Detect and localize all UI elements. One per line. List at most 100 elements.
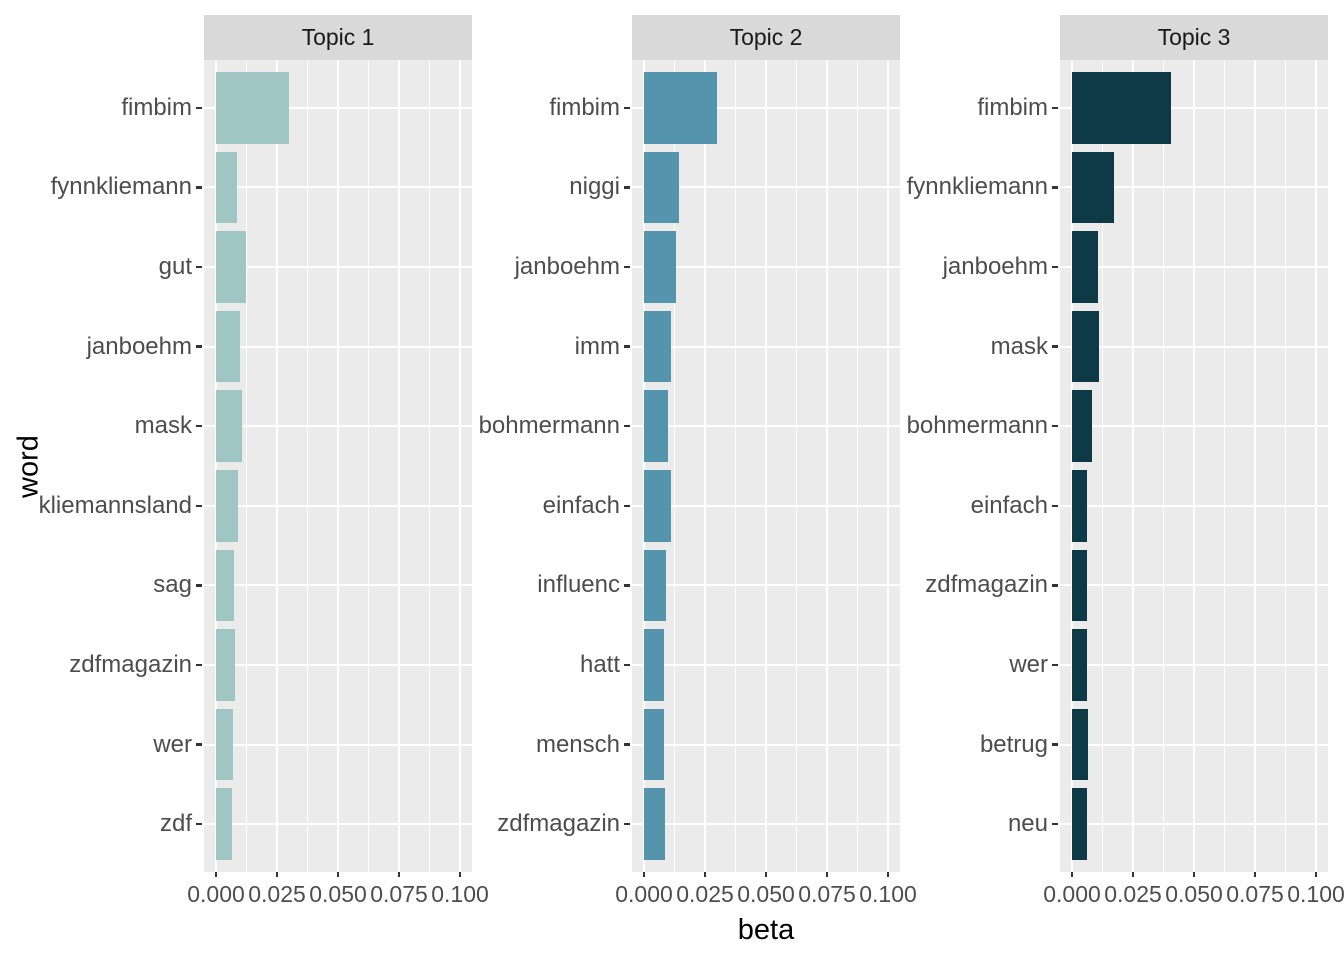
gridline-major-h [1060,663,1328,667]
gridline-major-h [632,186,900,189]
gridline-major-v [1314,60,1318,872]
x-tick-mark [887,872,889,877]
y-tick-label: hatt [579,651,620,678]
y-tick-mark [1052,663,1058,667]
y-tick-mark [1052,504,1058,507]
y-tick-mark [1052,345,1058,348]
y-tick-mark [1052,425,1058,428]
y-tick-label: neu [1007,810,1048,838]
facet-strip-1: Topic 1 [204,15,472,60]
gridline-major-h [632,823,900,826]
gridline-major-h [204,504,472,507]
x-tick-mark [1315,872,1317,877]
y-tick-mark [624,584,630,587]
y-tick-mark [196,504,202,507]
bar [644,310,672,383]
gridline-major-h [632,584,900,587]
x-tick-label: 0.000 [1043,881,1101,907]
gridline-major-h [1060,584,1328,587]
y-tick-label: einfach [542,491,620,519]
y-tick-label: janboehm [514,253,620,280]
y-tick-label: zdfmagazin [925,571,1048,599]
y-tick-label: fimbim [549,93,620,121]
gridline-major-v [825,60,829,872]
x-tick-label: 0.000 [187,881,245,907]
gridline-minor-v [306,60,309,872]
y-tick-mark [624,106,630,109]
y-tick-mark [624,186,630,189]
gridline-minor-v [1101,60,1104,872]
y-tick-mark [1052,743,1058,746]
y-tick-mark [1052,584,1058,587]
y-tick-label: imm [574,332,620,360]
y-tick-mark [1052,823,1058,826]
bar [1072,708,1088,781]
y-tick-label: wer [1009,651,1048,678]
y-tick-label: wer [153,730,192,758]
gridline-major-h [1060,265,1328,269]
gridline-major-h [632,106,900,109]
y-tick-mark [196,186,202,189]
x-tick-mark [1193,872,1195,877]
gridline-major-h [1060,186,1328,189]
bar [216,151,237,224]
y-tick-label: mask [990,332,1048,360]
y-tick-mark [624,504,630,507]
facet-strip-title: Topic 1 [301,24,375,50]
gridline-major-h [1060,425,1328,428]
gridline-minor-v [367,60,370,872]
x-tick-mark [459,872,461,877]
gridline-major-h [632,425,900,428]
gridline-major-h [204,425,472,428]
x-tick-label: 0.100 [1287,881,1344,907]
x-tick-mark [1071,872,1073,877]
y-tick-mark [196,425,202,428]
y-tick-label: mensch [535,730,620,758]
bar [216,72,289,144]
gridline-major-v [886,60,890,872]
x-tick-label: 0.075 [370,881,428,907]
gridline-minor-v [673,60,676,872]
y-tick-label: mask [134,412,192,440]
y-tick-label: fynnkliemann [50,173,192,201]
bar [216,231,246,303]
gridline-major-h [204,106,472,109]
gridline-minor-v [428,60,431,872]
bar [216,708,234,781]
x-tick-mark [1254,872,1256,877]
x-tick-label: 0.000 [615,881,673,907]
facet-strip-2: Topic 2 [632,15,900,60]
gridline-major-h [1060,106,1328,109]
gridline-major-v [214,60,218,872]
gridline-major-v [1253,60,1257,872]
bar [216,788,232,860]
y-tick-mark [196,265,202,269]
gridline-minor-v [795,60,798,872]
x-tick-label: 0.050 [737,881,795,907]
bar [1072,549,1087,622]
x-tick-label: 0.050 [1165,881,1223,907]
bar [644,390,668,462]
x-tick-mark [704,872,706,877]
y-tick-label: fynnkliemann [906,173,1048,201]
y-tick-mark [196,584,202,587]
x-tick-label: 0.100 [431,881,489,907]
y-tick-label: kliemannsland [38,491,192,519]
bar [644,788,665,860]
facet-panel-1 [204,60,472,872]
bar [1072,310,1100,383]
bar [216,470,238,542]
bar [1072,231,1098,303]
gridline-major-h [204,743,472,746]
y-tick-mark [624,265,630,269]
x-tick-label: 0.025 [1104,881,1162,907]
gridline-major-v [397,60,401,872]
bar [1072,629,1087,701]
gridline-major-v [336,60,340,872]
x-tick-label: 0.100 [859,881,917,907]
gridline-major-h [1060,823,1328,826]
x-tick-mark [276,872,278,877]
bar [216,629,235,701]
y-tick-mark [196,743,202,746]
